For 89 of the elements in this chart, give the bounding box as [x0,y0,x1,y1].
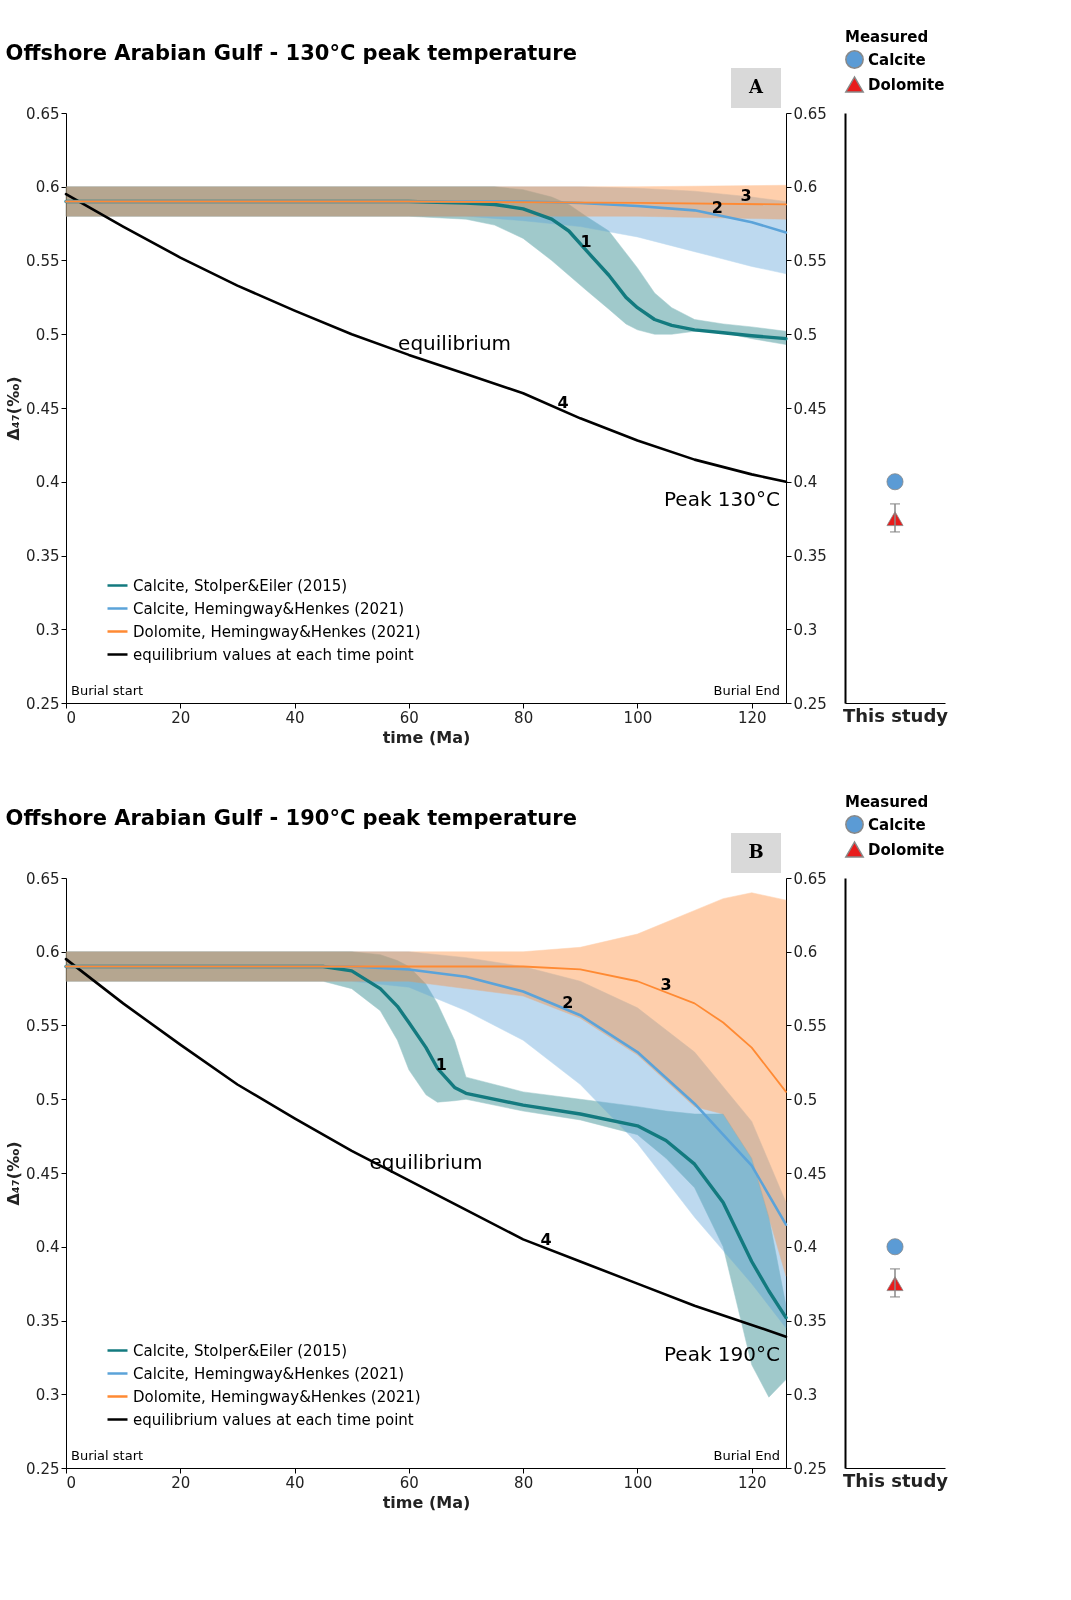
y-tick-label: 0.5 [35,325,60,344]
legend-label: Calcite, Hemingway&Henkes (2021) [133,599,405,618]
annotation: equilibrium [398,330,512,355]
legend-label: Calcite [868,815,926,834]
y2-tick-label: 0.3 [793,1385,818,1404]
y-tick-label: 0.35 [26,1312,60,1330]
y-tick-label: 0.35 [26,547,60,565]
annotation: Peak 190°C [664,1341,780,1366]
legend-label: Calcite, Hemingway&Henkes (2021) [133,1364,405,1383]
x-tick-label: 60 [399,708,419,727]
y-tick-label: 0.45 [26,1164,60,1183]
annotation: 1 [435,1054,447,1074]
y2-tick-label: 0.25 [793,694,827,713]
x-axis-title: This study [843,704,949,726]
y2-tick-label: 0.5 [793,325,818,344]
annotation: Peak 130°C [664,486,780,511]
x-tick-label: 80 [514,1473,534,1492]
y2-tick-label: 0.55 [793,1017,827,1035]
chart-title: Offshore Arabian Gulf - 190°C peak temperature [5,806,577,830]
annotation: Burial start [71,683,144,698]
text: B [748,841,764,862]
legend-label: Dolomite, Hemingway&Henkes (2021) [133,622,421,641]
y2-tick-label: 0.65 [793,104,827,123]
annotation: 3 [660,975,672,995]
y2-tick-label: 0.5 [793,1090,818,1109]
y-tick-label: 0.65 [26,869,60,888]
y-tick-label: 0.5 [35,1090,60,1109]
annotation: 4 [557,392,569,412]
y2-tick-label: 0.55 [793,252,827,270]
y2-tick-label: 0.25 [793,1459,827,1478]
x-tick-label: 0 [66,1473,77,1492]
x-tick-label: 120 [737,708,767,727]
legend-title: Measured [845,28,929,46]
annotation: Burial End [713,683,780,698]
y2-tick-label: 0.45 [793,399,827,418]
legend-title: Measured [845,793,929,811]
y-tick-label: 0.45 [26,399,60,418]
legend-label: Dolomite [868,75,945,94]
x-axis-title: time (Ma) [382,1492,471,1512]
legend-label: equilibrium values at each time point [133,1410,414,1429]
annotation: Burial End [713,1448,780,1463]
y-tick-label: 0.4 [35,1238,60,1257]
x-axis-title: This study [843,1469,949,1491]
y2-tick-label: 0.6 [793,943,818,962]
x-axis-title: time (Ma) [382,727,471,747]
annotation: 2 [711,198,723,218]
x-tick-label: 100 [623,1473,653,1492]
y2-tick-label: 0.4 [793,473,818,492]
y2-tick-label: 0.45 [793,1164,827,1183]
y-tick-label: 0.4 [35,473,60,492]
y2-tick-label: 0.6 [793,178,818,197]
y-axis-title: Δ₄₇(‰) [4,376,24,441]
y-tick-label: 0.55 [26,252,60,270]
x-tick-label: 80 [514,708,534,727]
x-tick-label: 100 [623,708,653,727]
x-tick-label: 0 [66,708,77,727]
y2-tick-label: 0.65 [793,869,827,888]
annotation: 3 [740,186,752,206]
x-tick-label: 20 [171,708,191,727]
annotation: Burial start [71,1448,144,1463]
y-tick-label: 0.65 [26,104,60,123]
y-tick-label: 0.3 [35,620,60,639]
legend-label: Dolomite, Hemingway&Henkes (2021) [133,1387,421,1406]
legend-label: equilibrium values at each time point [133,645,414,664]
chart-title: Offshore Arabian Gulf - 130°C peak temperature [5,41,577,65]
x-tick-label: 20 [171,1473,191,1492]
legend-label: Calcite [868,50,926,69]
y-tick-label: 0.25 [26,1459,60,1478]
y-tick-label: 0.25 [26,694,60,713]
text: A [748,76,765,97]
legend-label: Calcite, Stolper&Eiler (2015) [133,1341,348,1360]
y2-tick-label: 0.35 [793,1312,827,1330]
y-axis-title: Δ₄₇(‰) [4,1141,24,1206]
y2-tick-label: 0.35 [793,547,827,565]
annotation: 1 [580,232,592,252]
x-tick-label: 40 [285,708,305,727]
legend-label: Calcite, Stolper&Eiler (2015) [133,576,348,595]
y-tick-label: 0.6 [35,943,60,962]
legend-label: Dolomite [868,840,945,859]
y-tick-label: 0.3 [35,1385,60,1404]
annotation: 4 [540,1230,552,1250]
y2-tick-label: 0.4 [793,1238,818,1257]
x-tick-label: 60 [399,1473,419,1492]
y-tick-label: 0.6 [35,178,60,197]
x-tick-label: 40 [285,1473,305,1492]
annotation: 2 [562,992,574,1012]
x-tick-label: 120 [737,1473,767,1492]
y-tick-label: 0.55 [26,1017,60,1035]
y2-tick-label: 0.3 [793,620,818,639]
